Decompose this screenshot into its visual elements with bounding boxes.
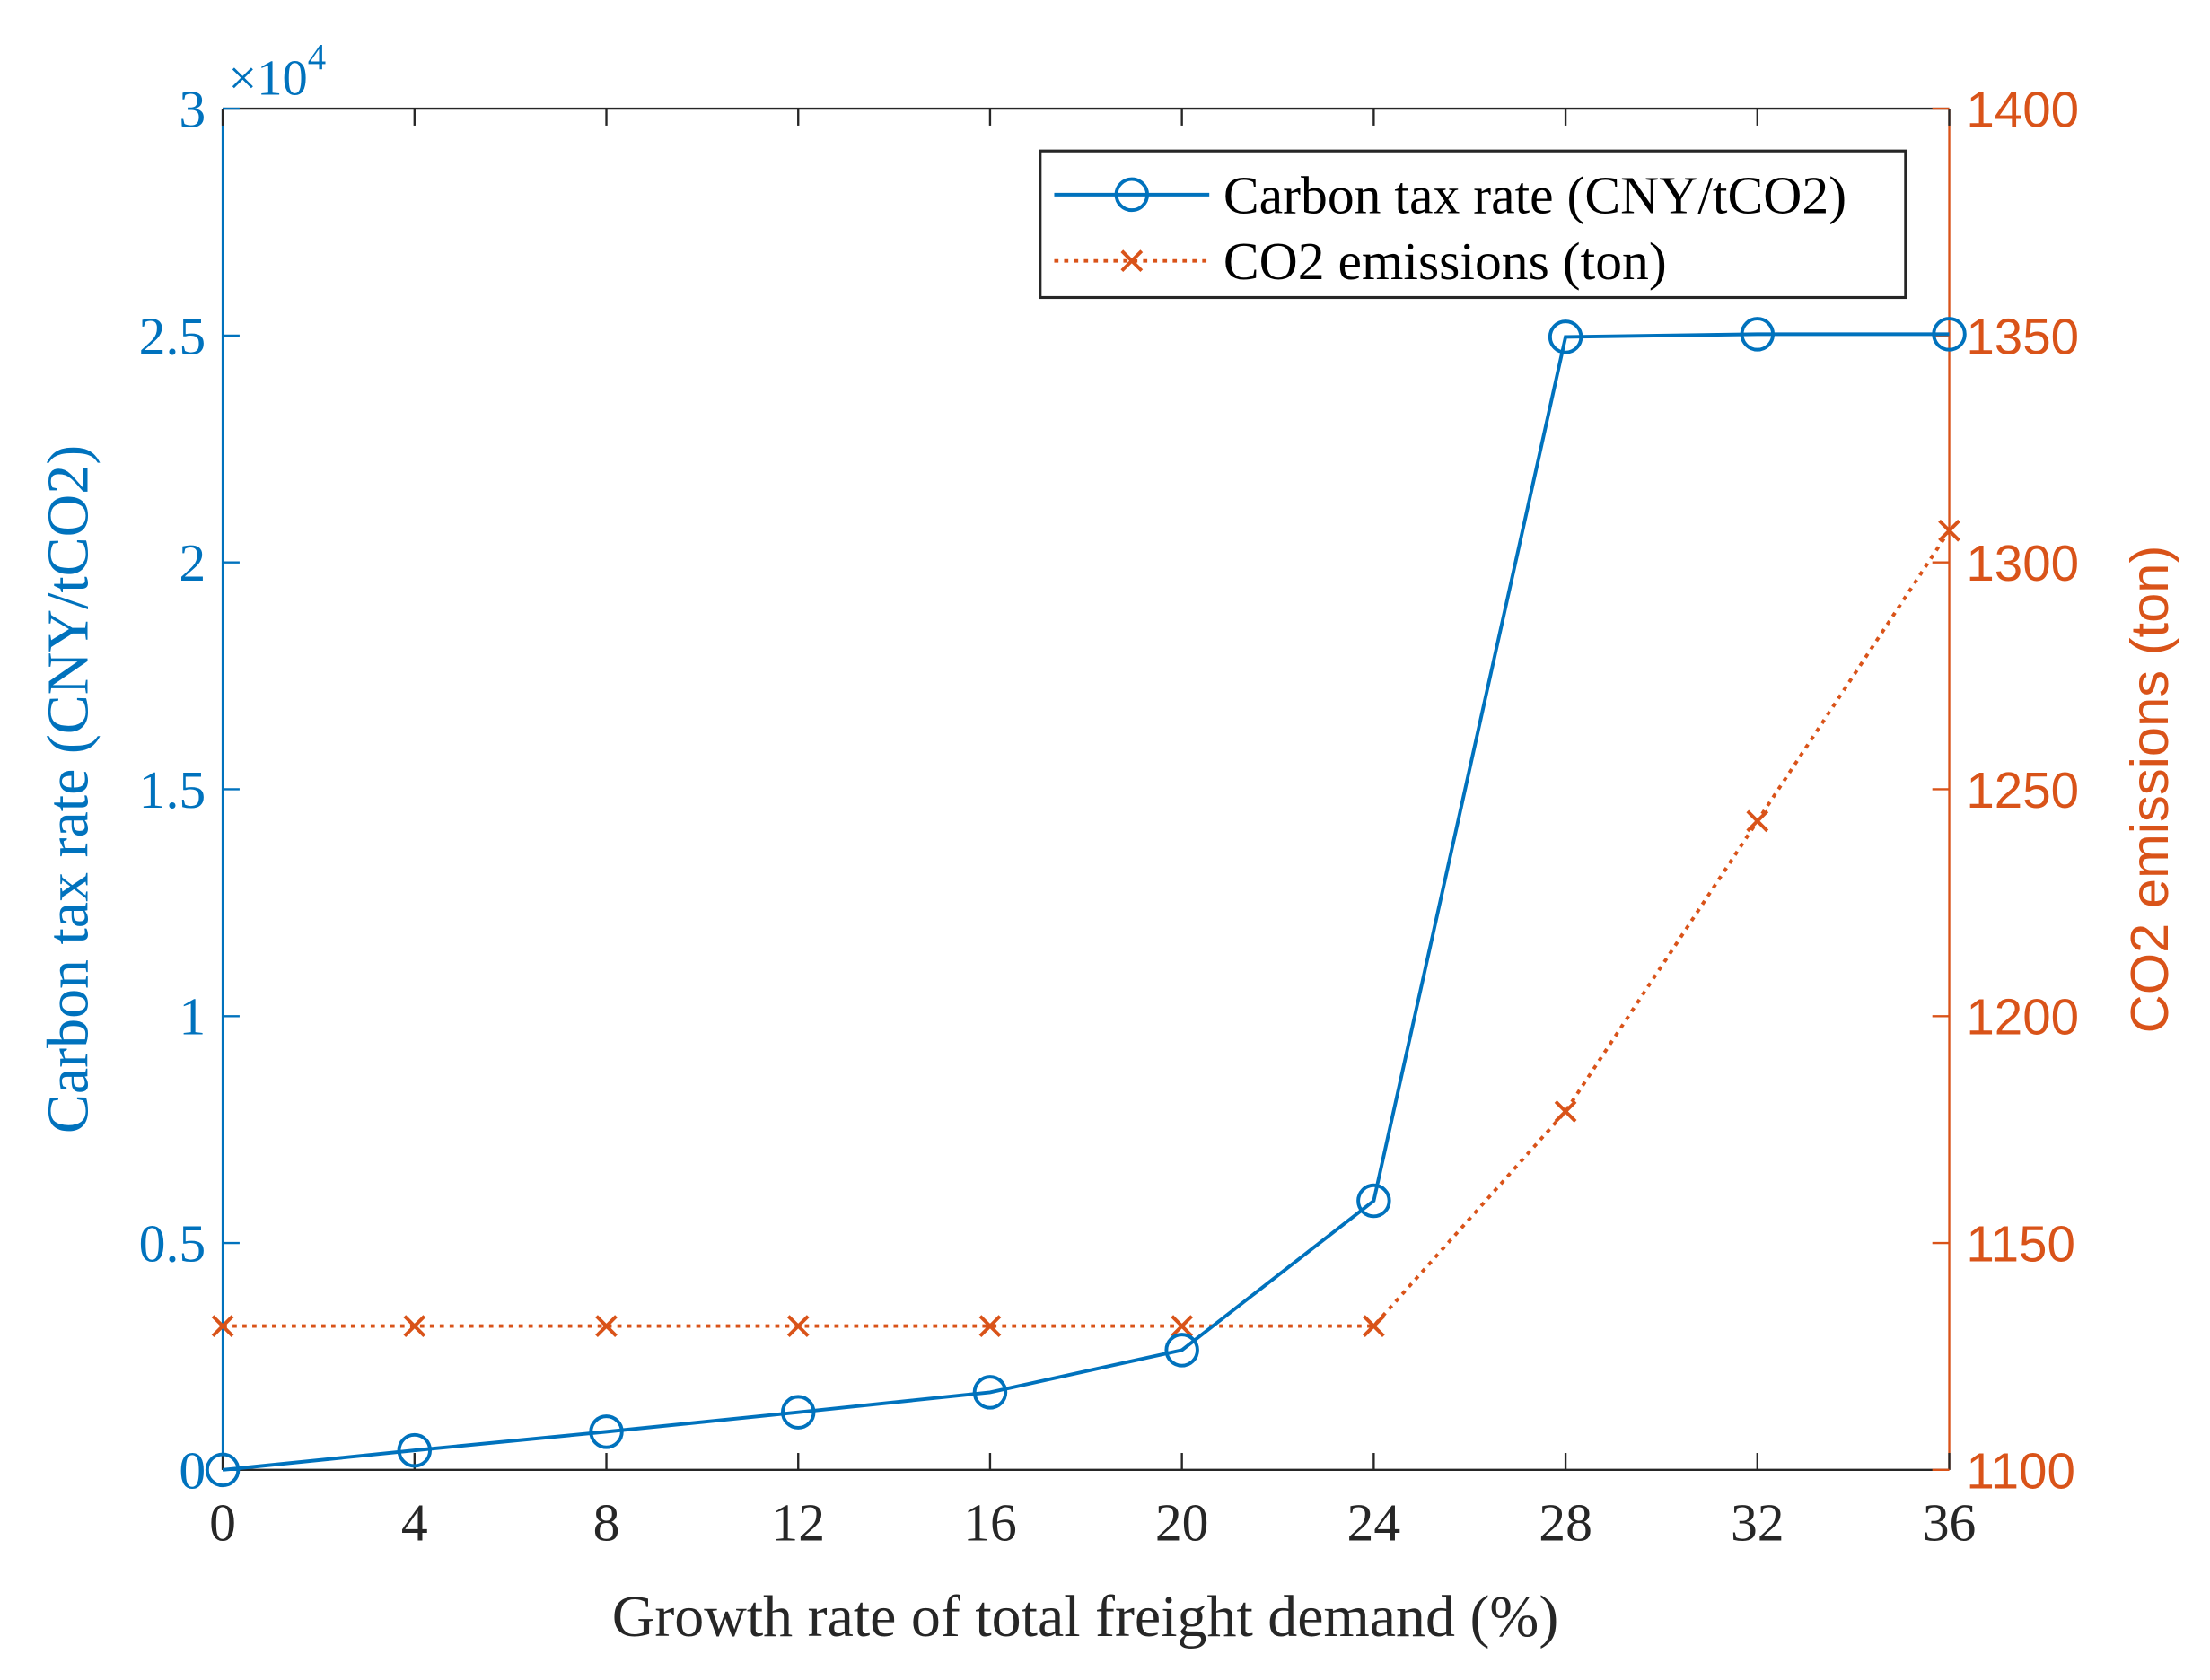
co2-emissions-marker	[211, 1315, 234, 1337]
series-layer	[205, 317, 1967, 1488]
y-right-tick-label: 1100	[1966, 1442, 2075, 1499]
carbon-tax-rate-marker	[1356, 1183, 1391, 1219]
y-right-tick-label: 1250	[1966, 762, 2079, 818]
x-tick-label: 8	[593, 1492, 620, 1552]
co2-emissions-line	[223, 529, 1951, 1328]
carbon-tax-rate-marker	[1932, 317, 1967, 352]
carbon-tax-rate-marker	[972, 1375, 1008, 1410]
y-left-tick-label: 3	[179, 80, 206, 139]
multiplier-exponent: 4	[308, 37, 326, 77]
y-left-tick-label: 1	[179, 987, 206, 1046]
carbon-tax-rate-marker	[780, 1395, 816, 1430]
x-axis-label: Growth rate of total freight demand (%)	[612, 1584, 1559, 1649]
carbon-tax-rate-marker	[1164, 1333, 1199, 1368]
carbon-tax-rate-line	[222, 332, 1950, 1472]
x-tick-label: 12	[771, 1492, 825, 1552]
y-left-tick-label: 0	[179, 1440, 206, 1500]
legend-marker-circle-icon	[1114, 177, 1150, 213]
x-tick-label: 16	[963, 1492, 1017, 1552]
legend-label-carbon-tax: Carbon tax rate (CNY/tCO2)	[1223, 165, 1846, 224]
co2-emissions-marker	[1938, 519, 1960, 542]
legend: Carbon tax rate (CNY/tCO2) CO2 emissions …	[1039, 149, 1907, 300]
y-left-tick-label: 0.5	[139, 1213, 206, 1273]
x-tick-label: 4	[401, 1492, 428, 1552]
co2-emissions-marker	[978, 1315, 1002, 1337]
co2-emissions-marker	[1746, 809, 1769, 833]
y-left-tick-label: 2.5	[139, 306, 206, 365]
y-right-tick-label: 1300	[1966, 535, 2079, 591]
y-left-multiplier: ×104	[228, 37, 326, 106]
co2-emissions-marker	[786, 1315, 810, 1337]
carbon-tax-rate-marker	[1740, 317, 1776, 352]
legend-label-co2: CO2 emissions (ton)	[1223, 232, 1667, 291]
y-left-tick-label: 1.5	[139, 760, 206, 819]
y-left-tick-label: 2	[179, 533, 206, 592]
legend-marker-x-icon	[1120, 249, 1144, 273]
x-tick-label: 36	[1923, 1492, 1977, 1552]
y-right-tick-label: 1200	[1966, 989, 2079, 1046]
legend-box	[1039, 149, 1907, 300]
x-tick-label: 20	[1155, 1492, 1209, 1552]
carbon-tax-rate-marker	[397, 1432, 433, 1468]
y-left-axis-label: Carbon tax rate (CNY/tCO2)	[35, 445, 101, 1133]
x-tick-label: 0	[209, 1492, 236, 1552]
x-tick-label: 28	[1539, 1492, 1592, 1552]
carbon-tax-rate-marker	[205, 1452, 241, 1488]
co2-emissions-marker	[1171, 1315, 1194, 1337]
carbon-tax-rate-marker	[589, 1414, 624, 1449]
axes: 0 4 8 12 16 20 24 28 32 36 0 0.5 1 1.5 2 2.5 3 1100 1150 12…	[35, 37, 2179, 1649]
multiplier-base: ×10	[228, 50, 307, 106]
y-right-tick-label: 1400	[1966, 82, 2079, 138]
co2-emissions-marker	[1554, 1100, 1577, 1123]
y-right-tick-label: 1350	[1966, 308, 2079, 364]
x-tick-label: 32	[1731, 1492, 1785, 1552]
y-right-tick-label: 1150	[1966, 1215, 2075, 1272]
co2-emissions-marker	[403, 1315, 426, 1337]
x-tick-label: 24	[1347, 1492, 1401, 1552]
y-right-axis-label: CO2 emissions (ton)	[2119, 546, 2179, 1034]
co2-emissions-marker	[1362, 1315, 1385, 1337]
co2-emissions-marker	[595, 1315, 618, 1337]
carbon-tax-rate-marker	[1548, 319, 1583, 354]
